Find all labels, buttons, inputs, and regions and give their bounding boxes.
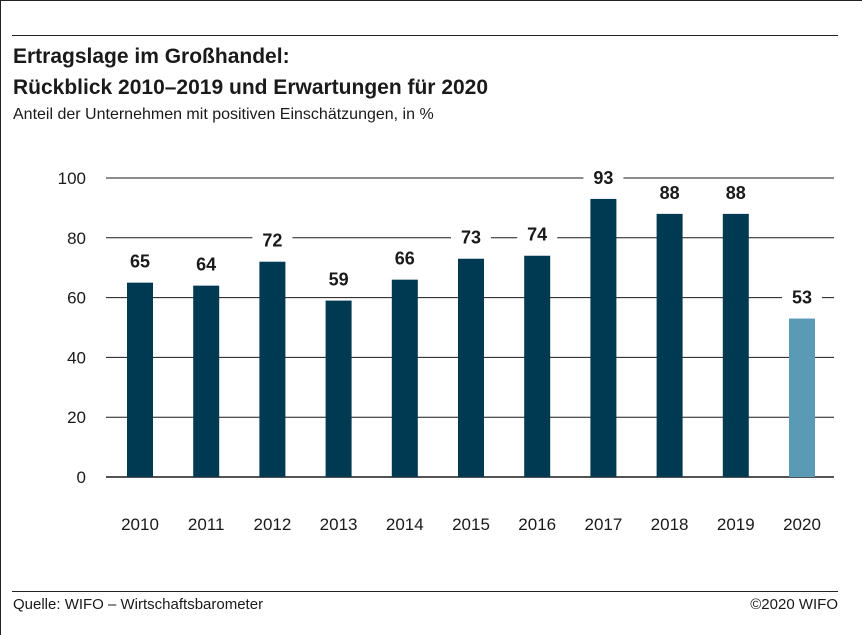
bar-2013 (325, 300, 352, 477)
x-tick-label-2015: 2015 (452, 515, 490, 534)
footer-rule (12, 591, 838, 592)
source-note: Quelle: WIFO – Wirtschaftsbarometer (13, 596, 264, 613)
data-label-background (186, 254, 227, 277)
data-label-2019: 88 (726, 183, 746, 203)
data-label-2020: 53 (792, 288, 812, 308)
data-label-background (384, 248, 425, 271)
data-label-background (583, 167, 624, 190)
data-label-background (252, 230, 293, 253)
y-tick-label: 60 (67, 289, 86, 308)
chart-subtitle: Anteil der Unternehmen mit positiven Ein… (13, 106, 434, 123)
data-label-2010: 65 (130, 252, 150, 272)
bar-chart: 0 20 40 60 80 100 65 64 72 59 66 73 74 93 88 88 53 2010… (58, 167, 834, 534)
data-label-background (451, 227, 491, 250)
y-tick-label: 100 (58, 169, 86, 188)
y-axis-tick-labels: 0 20 40 60 80 100 (58, 169, 86, 487)
bar-2011 (193, 285, 220, 477)
frame-left-border (0, 0, 1, 635)
chart-title-line-2: Rückblick 2010–2019 und Erwartungen für … (13, 76, 489, 99)
y-tick-label: 40 (67, 348, 86, 367)
y-tick-label: 0 (77, 468, 86, 487)
bar-2010 (127, 282, 153, 477)
frame-top-border (0, 0, 862, 1)
data-label-background (120, 251, 160, 274)
data-label-2012: 72 (262, 231, 282, 251)
data-label-2017: 93 (593, 168, 613, 188)
bar-2014 (391, 279, 418, 477)
y-tick-label: 80 (67, 229, 86, 248)
data-label-2011: 64 (196, 255, 216, 275)
x-tick-label-2011: 2011 (188, 515, 225, 534)
x-tick-label-2017: 2017 (584, 515, 622, 534)
header-rule (12, 35, 838, 36)
bar-2018 (656, 213, 683, 477)
data-label-background (649, 182, 690, 205)
data-label-2018: 88 (660, 183, 680, 203)
bars (127, 198, 815, 477)
data-label-2016: 74 (527, 225, 547, 245)
bar-2020 (789, 318, 815, 477)
data-label-2014: 66 (395, 249, 415, 269)
data-label-2013: 59 (329, 270, 349, 290)
bar-2012 (259, 261, 286, 477)
bar-2017 (590, 198, 617, 477)
bar-2015 (458, 258, 484, 477)
bar-2019 (722, 213, 749, 477)
data-label-background (517, 224, 558, 247)
x-tick-label-2020: 2020 (783, 515, 821, 534)
chart-title: Ertragslage im Großhandel: Rückblick 201… (13, 41, 833, 103)
x-tick-label-2014: 2014 (386, 515, 424, 534)
chart-title-line-1: Ertragslage im Großhandel: (13, 45, 290, 68)
bar-2016 (524, 255, 551, 477)
x-tick-label-2013: 2013 (320, 515, 358, 534)
copyright-note: ©2020 WIFO (750, 596, 838, 613)
x-tick-label-2019: 2019 (717, 515, 755, 534)
data-label-background (782, 287, 822, 310)
x-axis-tick-labels: 2010 2011 2012 2013 2014 2015 2016 2017 2018 2019… (121, 515, 821, 534)
x-tick-label-2010: 2010 (121, 515, 159, 534)
y-tick-label: 20 (67, 408, 86, 427)
x-tick-label-2016: 2016 (518, 515, 556, 534)
data-labels: 65 64 72 59 66 73 74 93 88 88 53 (120, 167, 822, 310)
x-tick-label-2012: 2012 (253, 515, 291, 534)
data-label-background (318, 269, 359, 292)
data-label-2015: 73 (461, 228, 481, 248)
data-label-background (715, 182, 756, 205)
x-tick-label-2018: 2018 (651, 515, 689, 534)
